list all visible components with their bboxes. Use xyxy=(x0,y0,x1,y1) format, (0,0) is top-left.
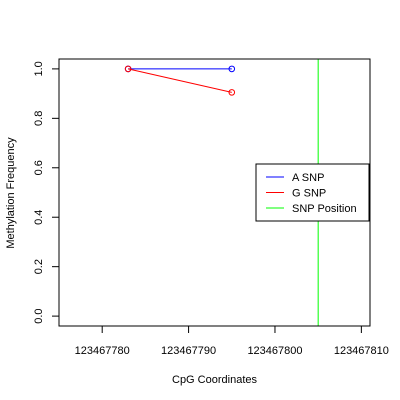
y-tick-label: 0.8 xyxy=(33,111,45,126)
y-tick-label: 0.6 xyxy=(33,160,45,175)
y-tick-label: 0.0 xyxy=(33,308,45,323)
series-line-1 xyxy=(128,68,232,93)
x-tick-label: 123467790 xyxy=(161,345,216,357)
y-axis-title: Methylation Frequency xyxy=(5,137,17,249)
x-axis-title: CpG Coordinates xyxy=(172,374,257,386)
y-tick-label: 0.2 xyxy=(33,259,45,274)
y-tick-label: 0.4 xyxy=(33,210,45,225)
plot-box xyxy=(58,58,371,327)
legend-label: G SNP xyxy=(292,188,326,200)
x-tick-label: 123467780 xyxy=(75,345,130,357)
series-point xyxy=(124,65,132,73)
legend: A SNP G SNP SNP Position xyxy=(255,163,370,222)
legend-label: A SNP xyxy=(292,172,324,184)
series-point xyxy=(228,89,236,96)
series-point xyxy=(228,65,236,73)
legend-label: SNP Position xyxy=(292,203,357,215)
x-tick-label: 123467810 xyxy=(334,345,389,357)
axes: 123467780 123467790 123467800 123467810 0.0 0… xyxy=(33,61,389,357)
y-tick-label: 1.0 xyxy=(33,61,45,76)
x-tick-label: 123467800 xyxy=(247,345,302,357)
